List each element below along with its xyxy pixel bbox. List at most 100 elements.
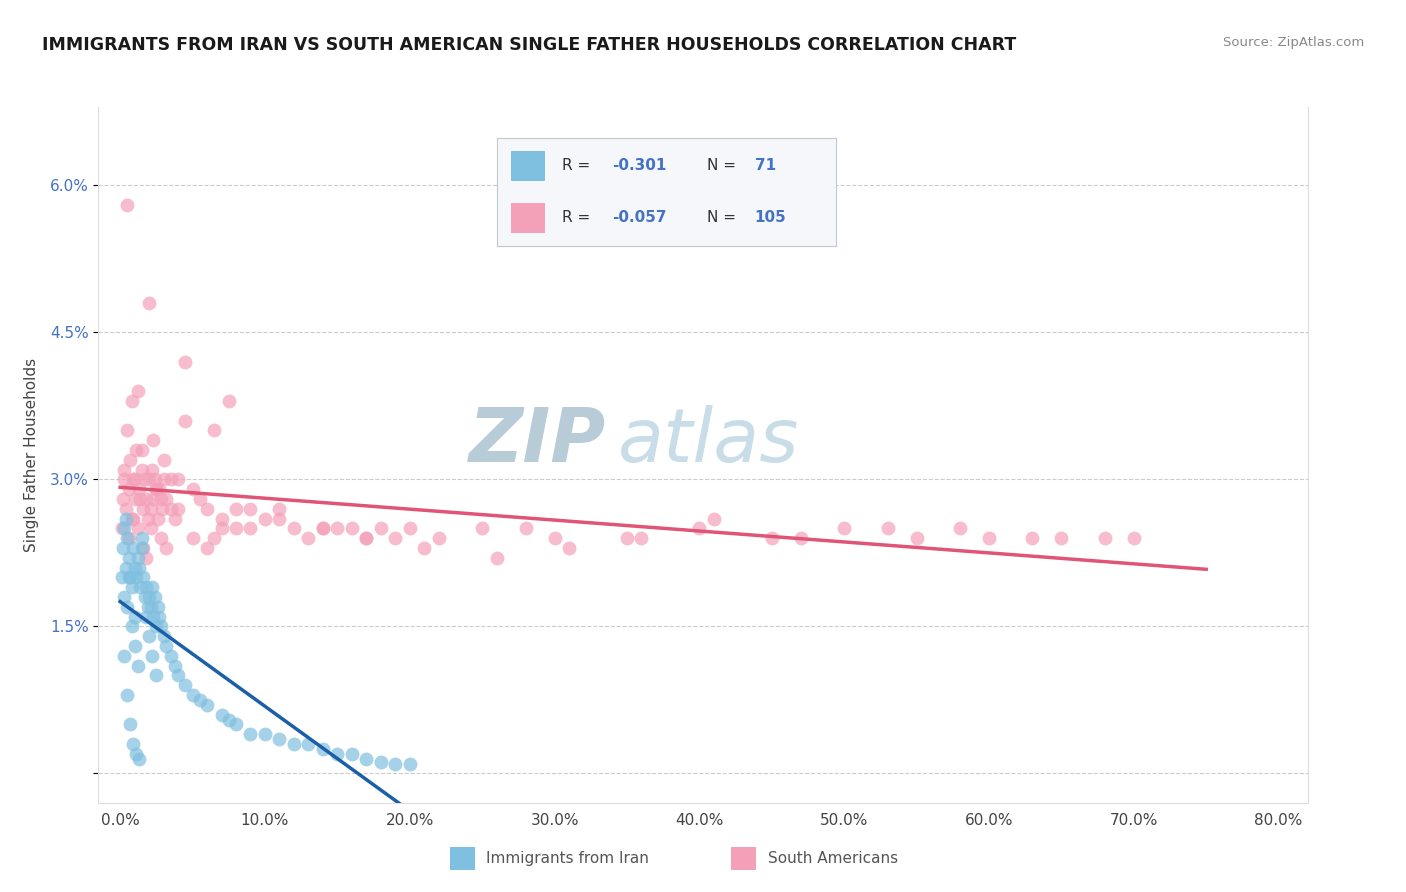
- Point: [145, 482, 167, 496]
- Point: [225, 521, 247, 535]
- Point: [117, 198, 139, 212]
- Point: [136, 599, 159, 614]
- Text: South Americans: South Americans: [768, 851, 898, 866]
- Point: [155, 541, 177, 555]
- Point: [117, 531, 139, 545]
- Text: -0.057: -0.057: [613, 211, 666, 225]
- Text: R =: R =: [562, 211, 591, 225]
- Point: [253, 727, 276, 741]
- Point: [211, 511, 233, 525]
- Point: [370, 521, 392, 535]
- Point: [143, 590, 166, 604]
- Point: [125, 443, 148, 458]
- Point: [340, 521, 363, 535]
- Point: [127, 521, 149, 535]
- Point: [142, 491, 165, 506]
- Point: [127, 658, 149, 673]
- Point: [128, 482, 150, 496]
- Point: [485, 550, 508, 565]
- Point: [146, 511, 169, 525]
- Point: [141, 648, 163, 663]
- Point: [142, 609, 165, 624]
- Point: [118, 570, 141, 584]
- Point: [977, 531, 1000, 545]
- Point: [195, 698, 218, 712]
- Point: [145, 668, 167, 682]
- Point: [125, 747, 148, 761]
- Point: [239, 501, 262, 516]
- Point: [138, 472, 160, 486]
- Point: [115, 501, 138, 516]
- Point: [152, 472, 174, 486]
- Point: [124, 560, 146, 574]
- Point: [356, 752, 378, 766]
- Point: [218, 713, 240, 727]
- Point: [120, 452, 142, 467]
- Point: [112, 541, 135, 555]
- Point: [120, 570, 142, 584]
- Point: [312, 521, 335, 535]
- Point: [127, 550, 149, 565]
- Point: [121, 580, 143, 594]
- Text: R =: R =: [562, 159, 591, 173]
- Point: [167, 501, 190, 516]
- Point: [790, 531, 813, 545]
- Point: [159, 501, 181, 516]
- Point: [132, 541, 155, 555]
- Point: [112, 491, 135, 506]
- Point: [558, 541, 581, 555]
- Point: [149, 531, 172, 545]
- Point: [127, 384, 149, 399]
- Point: [115, 560, 138, 574]
- Point: [167, 472, 190, 486]
- Point: [167, 668, 190, 682]
- Point: [195, 501, 218, 516]
- Point: [269, 501, 291, 516]
- Point: [202, 424, 225, 438]
- Point: [121, 619, 143, 633]
- Point: [398, 756, 420, 771]
- Point: [1021, 531, 1043, 545]
- Point: [117, 424, 139, 438]
- Bar: [510, 152, 546, 181]
- Point: [134, 590, 156, 604]
- Point: [110, 521, 132, 535]
- Point: [832, 521, 855, 535]
- Point: [128, 560, 150, 574]
- Point: [139, 599, 162, 614]
- Text: Source: ZipAtlas.com: Source: ZipAtlas.com: [1223, 36, 1364, 49]
- Point: [117, 599, 139, 614]
- Point: [145, 619, 167, 633]
- Point: [398, 521, 420, 535]
- Text: Immigrants from Iran: Immigrants from Iran: [486, 851, 650, 866]
- Point: [239, 521, 262, 535]
- Point: [131, 541, 153, 555]
- Point: [688, 521, 710, 535]
- Point: [114, 648, 136, 663]
- Point: [283, 521, 305, 535]
- Point: [122, 511, 145, 525]
- Point: [155, 639, 177, 653]
- Point: [949, 521, 972, 535]
- Point: [211, 521, 233, 535]
- Point: [135, 580, 157, 594]
- Point: [141, 580, 163, 594]
- Point: [124, 639, 146, 653]
- Point: [384, 756, 406, 771]
- Point: [138, 296, 160, 310]
- Point: [239, 727, 262, 741]
- Bar: [510, 203, 546, 233]
- Point: [297, 737, 319, 751]
- Point: [152, 629, 174, 643]
- Point: [141, 462, 163, 476]
- Point: [122, 737, 145, 751]
- Point: [132, 570, 155, 584]
- Point: [149, 619, 172, 633]
- Point: [427, 531, 450, 545]
- Point: [181, 688, 204, 702]
- Point: [135, 609, 157, 624]
- Point: [370, 755, 392, 769]
- Point: [138, 629, 160, 643]
- Text: 105: 105: [755, 211, 786, 225]
- Point: [131, 531, 153, 545]
